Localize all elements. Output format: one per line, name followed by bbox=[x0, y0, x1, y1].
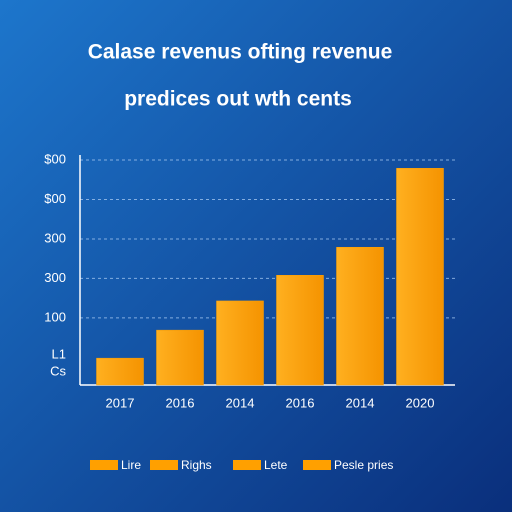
y-tick-label: $00 bbox=[44, 151, 66, 166]
legend-label: Lire bbox=[121, 458, 141, 472]
x-tick-label: 2016 bbox=[166, 395, 195, 410]
legend-swatch bbox=[303, 460, 331, 470]
x-tick-label: 2017 bbox=[106, 395, 135, 410]
x-tick-label: 2014 bbox=[226, 395, 255, 410]
legend-swatch bbox=[150, 460, 178, 470]
bar bbox=[96, 357, 144, 386]
chart-title: Calase revenus ofting revenue bbox=[88, 41, 393, 64]
bar bbox=[276, 275, 324, 386]
bar bbox=[156, 329, 204, 386]
bar bbox=[216, 300, 264, 386]
x-tick-label: 2020 bbox=[406, 395, 435, 410]
y-tick-label: $00 bbox=[44, 191, 66, 206]
legend-swatch bbox=[90, 460, 118, 470]
x-tick-label: 2014 bbox=[346, 395, 375, 410]
legend-label: Lete bbox=[264, 458, 288, 472]
y-tick-label: 100 bbox=[44, 309, 66, 324]
legend-swatch bbox=[233, 460, 261, 470]
bar bbox=[396, 168, 444, 386]
y-tick-label: 300 bbox=[44, 270, 66, 285]
annotation: Cs bbox=[50, 363, 66, 378]
x-tick-label: 2016 bbox=[286, 395, 315, 410]
chart-subtitle: predices out wth cents bbox=[124, 88, 352, 111]
bar bbox=[336, 246, 384, 386]
legend-label: Righs bbox=[181, 458, 212, 472]
y-tick-label: 300 bbox=[44, 230, 66, 245]
legend-label: Pesle pries bbox=[334, 458, 393, 472]
annotation: L1 bbox=[52, 346, 66, 361]
